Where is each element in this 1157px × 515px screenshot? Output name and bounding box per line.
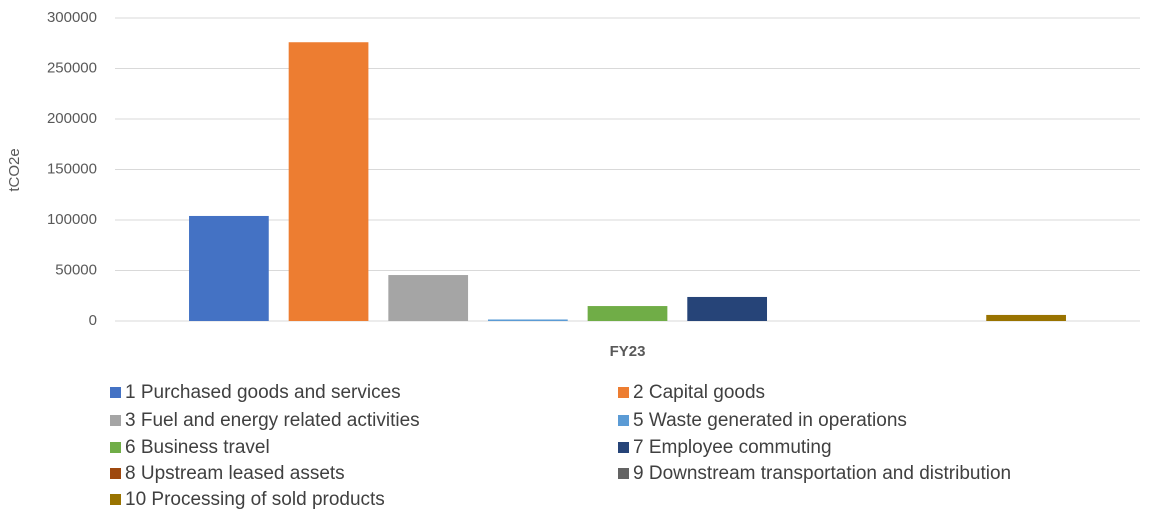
y-tick-label: 250000 (47, 59, 97, 76)
bar (687, 296, 768, 321)
legend-swatch (618, 442, 629, 453)
y-tick-label: 200000 (47, 110, 97, 127)
legend-label: 6 Business travel (125, 437, 270, 458)
bar (189, 215, 269, 321)
bar (587, 306, 668, 321)
legend-swatch (110, 442, 121, 453)
y-tick-label: 0 (89, 312, 97, 329)
legend-swatch (110, 494, 121, 505)
legend-label: 9 Downstream transportation and distribu… (633, 463, 1011, 484)
y-axis-label: tCO2e (6, 148, 23, 191)
bar (388, 275, 469, 321)
legend-label: 10 Processing of sold products (125, 489, 385, 510)
legend-label: 7 Employee commuting (633, 437, 832, 458)
legend-label: 8 Upstream leased assets (125, 463, 345, 484)
y-tick-label: 100000 (47, 211, 97, 228)
bar (986, 314, 1066, 321)
bar (288, 42, 369, 322)
y-tick-label: 150000 (47, 160, 97, 177)
legend-swatch (618, 415, 629, 426)
legend-label: 2 Capital goods (633, 382, 765, 403)
legend-swatch (110, 468, 121, 479)
legend-swatch (110, 415, 121, 426)
legend-swatch (618, 468, 629, 479)
legend-swatch (110, 387, 121, 398)
y-tick-label: 50000 (55, 261, 97, 278)
y-tick-label: 300000 (47, 9, 97, 26)
bar (487, 319, 568, 321)
legend-label: 5 Waste generated in operations (633, 410, 907, 431)
legend-label: 1 Purchased goods and services (125, 382, 401, 403)
legend-label: 3 Fuel and energy related activities (125, 410, 420, 431)
legend-swatch (618, 387, 629, 398)
x-tick-label: FY23 (610, 343, 646, 360)
